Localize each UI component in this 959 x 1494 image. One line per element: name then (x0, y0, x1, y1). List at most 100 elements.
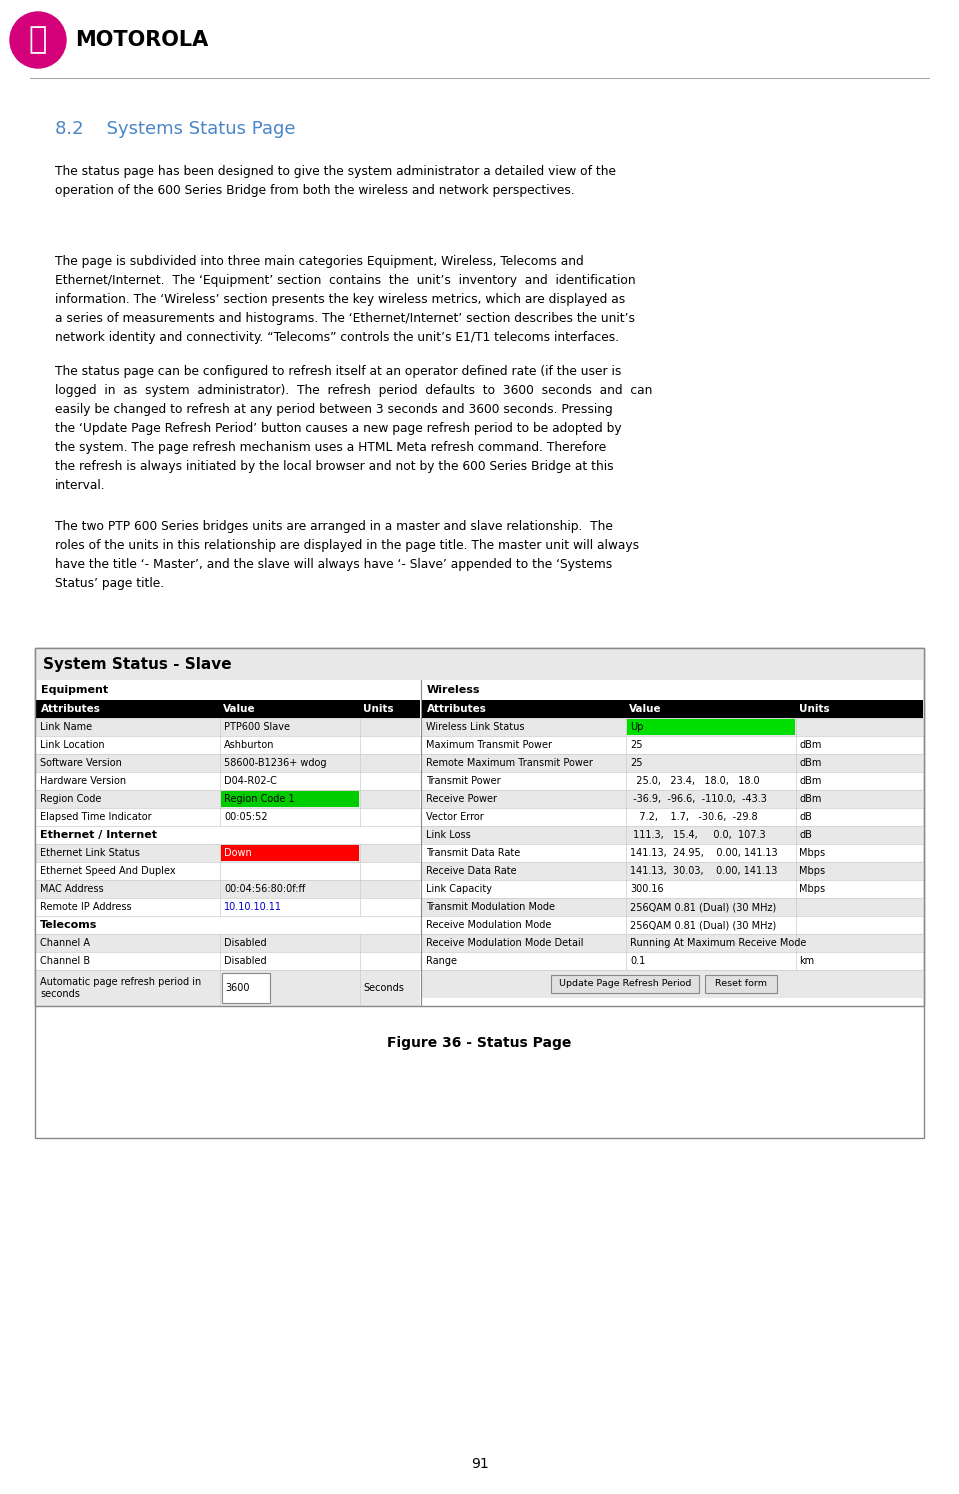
Text: Receive Power: Receive Power (426, 793, 497, 804)
Bar (421, 754, 923, 772)
Text: Automatic page refresh period in
seconds: Automatic page refresh period in seconds (40, 977, 201, 999)
Text: Wireless Link Status: Wireless Link Status (426, 722, 525, 732)
Text: 7.2,    1.7,   -30.6,  -29.8: 7.2, 1.7, -30.6, -29.8 (630, 813, 758, 822)
Bar (421, 898, 923, 916)
Bar (35, 808, 420, 826)
Text: Units: Units (799, 704, 830, 714)
Text: Ethernet / Internet: Ethernet / Internet (40, 831, 157, 840)
Text: Transmit Data Rate: Transmit Data Rate (426, 849, 520, 858)
Text: Down: Down (224, 849, 252, 858)
Text: 141.13,  30.03,    0.00, 141.13: 141.13, 30.03, 0.00, 141.13 (630, 867, 778, 875)
Text: The status page can be configured to refresh itself at an operator defined rate : The status page can be configured to ref… (55, 365, 652, 492)
Text: dBm: dBm (799, 757, 821, 768)
Text: Up: Up (630, 722, 643, 732)
Bar (35, 952, 420, 970)
Text: Maximum Transmit Power: Maximum Transmit Power (426, 740, 552, 750)
Bar (35, 737, 420, 754)
Text: Ethernet Speed And Duplex: Ethernet Speed And Duplex (40, 867, 175, 875)
Text: Update Page Refresh Period: Update Page Refresh Period (559, 980, 691, 989)
Bar (35, 648, 924, 1005)
Bar (421, 970, 923, 998)
Bar (421, 916, 923, 934)
Text: Vector Error: Vector Error (426, 813, 483, 822)
Bar (421, 844, 923, 862)
Text: 00:05:52: 00:05:52 (224, 813, 268, 822)
Text: 58600-B1236+ wdog: 58600-B1236+ wdog (224, 757, 326, 768)
Bar (35, 701, 420, 719)
Text: dB: dB (799, 831, 812, 840)
Bar (35, 880, 420, 898)
Bar (221, 790, 359, 807)
Text: System Status - Slave: System Status - Slave (43, 656, 232, 671)
Text: Mbps: Mbps (799, 867, 825, 875)
Text: Disabled: Disabled (224, 938, 267, 949)
Bar (35, 970, 420, 1005)
Bar (35, 934, 420, 952)
Text: Remote Maximum Transmit Power: Remote Maximum Transmit Power (426, 757, 593, 768)
Text: The status page has been designed to give the system administrator a detailed vi: The status page has been designed to giv… (55, 164, 616, 197)
Text: Link Name: Link Name (40, 722, 92, 732)
Text: Value: Value (223, 704, 256, 714)
Bar (35, 754, 420, 772)
Bar (35, 648, 924, 1138)
Bar (421, 790, 923, 808)
Text: Transmit Modulation Mode: Transmit Modulation Mode (426, 902, 555, 911)
Bar (421, 772, 923, 790)
Bar (421, 934, 923, 952)
Text: Software Version: Software Version (40, 757, 122, 768)
Bar (421, 826, 923, 844)
Text: 10.10.10.11: 10.10.10.11 (224, 902, 282, 911)
Text: Range: Range (426, 956, 457, 967)
Text: Receive Data Rate: Receive Data Rate (426, 867, 517, 875)
Text: Hardware Version: Hardware Version (40, 775, 127, 786)
Bar (35, 826, 420, 844)
Text: Ethernet Link Status: Ethernet Link Status (40, 849, 140, 858)
Text: 300.16: 300.16 (630, 884, 664, 893)
Text: Attributes: Attributes (427, 704, 487, 714)
Text: 00:04:56:80:0f:ff: 00:04:56:80:0f:ff (224, 884, 305, 893)
Text: The page is subdivided into three main categories Equipment, Wireless, Telecoms : The page is subdivided into three main c… (55, 255, 636, 344)
Text: Link Loss: Link Loss (426, 831, 471, 840)
Text: km: km (799, 956, 814, 967)
Text: 111.3,   15.4,     0.0,  107.3: 111.3, 15.4, 0.0, 107.3 (630, 831, 765, 840)
Text: dBm: dBm (799, 775, 821, 786)
Text: The two PTP 600 Series bridges units are arranged in a master and slave relation: The two PTP 600 Series bridges units are… (55, 520, 639, 590)
Text: 91: 91 (471, 1457, 488, 1472)
Text: 256QAM 0.81 (Dual) (30 MHz): 256QAM 0.81 (Dual) (30 MHz) (630, 902, 776, 911)
Text: 25: 25 (630, 740, 643, 750)
Text: dBm: dBm (799, 740, 821, 750)
Text: Units: Units (363, 704, 393, 714)
Text: Wireless: Wireless (427, 686, 480, 695)
Bar (421, 737, 923, 754)
Bar (221, 846, 359, 861)
Text: Link Location: Link Location (40, 740, 105, 750)
Bar (627, 719, 795, 735)
Bar (421, 862, 923, 880)
Text: D04-R02-C: D04-R02-C (224, 775, 277, 786)
Text: Figure 36 - Status Page: Figure 36 - Status Page (387, 1035, 572, 1050)
Text: Reset form: Reset form (715, 980, 767, 989)
Bar (35, 862, 420, 880)
Bar (421, 808, 923, 826)
Text: Equipment: Equipment (41, 686, 108, 695)
Text: PTP600 Slave: PTP600 Slave (224, 722, 290, 732)
Text: MAC Address: MAC Address (40, 884, 104, 893)
Bar (35, 648, 924, 680)
Bar (421, 701, 923, 719)
Text: Receive Modulation Mode Detail: Receive Modulation Mode Detail (426, 938, 583, 949)
Text: Region Code: Region Code (40, 793, 102, 804)
Text: Region Code 1: Region Code 1 (224, 793, 294, 804)
Text: Disabled: Disabled (224, 956, 267, 967)
Text: Mbps: Mbps (799, 884, 825, 893)
Text: Ⓜ: Ⓜ (29, 25, 47, 54)
Bar (35, 898, 420, 916)
Text: Value: Value (629, 704, 662, 714)
Text: 8.2    Systems Status Page: 8.2 Systems Status Page (55, 120, 295, 137)
Bar (551, 976, 699, 994)
Bar (421, 952, 923, 970)
Text: Channel A: Channel A (40, 938, 90, 949)
Bar (705, 976, 777, 994)
Bar (35, 772, 420, 790)
Bar (35, 719, 420, 737)
Text: 25: 25 (630, 757, 643, 768)
